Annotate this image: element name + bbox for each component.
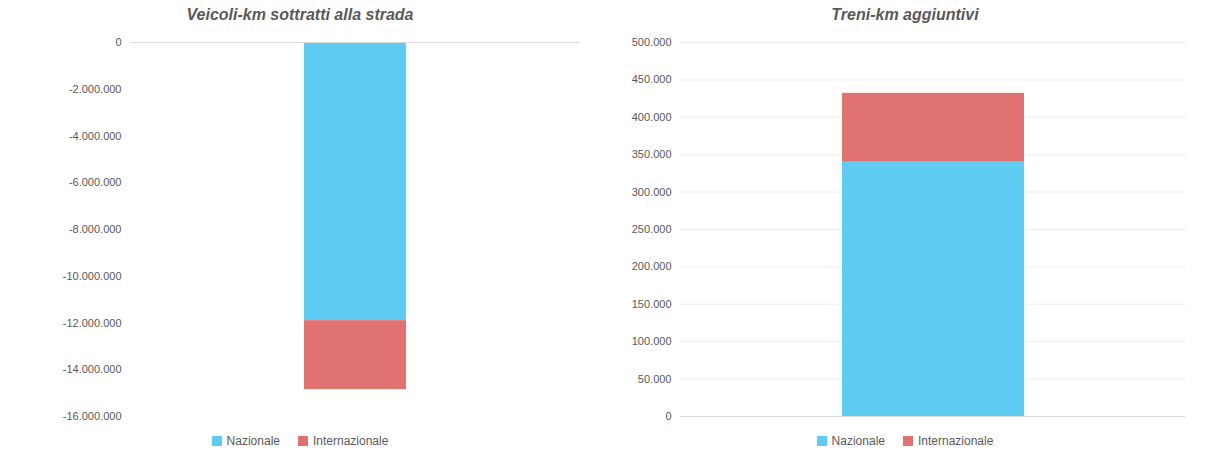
html-text:Nazionale: Nazionale xyxy=(226,434,280,448)
svg-text:0: 0 xyxy=(115,36,121,48)
html-text:Internazionale: Internazionale xyxy=(313,434,389,448)
svg-text:100.000: 100.000 xyxy=(632,335,672,347)
html-text:Nazionale: Nazionale xyxy=(831,434,885,448)
svg-text:-8.000.000: -8.000.000 xyxy=(69,223,122,235)
html-text:Internazionale: Internazionale xyxy=(918,434,994,448)
svg-text:-16.000.000: -16.000.000 xyxy=(63,410,122,422)
html-text:Veicoli-km sottratti alla stra: Veicoli-km sottratti alla strada xyxy=(186,6,414,23)
svg-text:-2.000.000: -2.000.000 xyxy=(69,83,122,95)
svg-text:-10.000.000: -10.000.000 xyxy=(63,270,122,282)
svg-text:450.000: 450.000 xyxy=(632,73,672,85)
svg-text:300.000: 300.000 xyxy=(632,186,672,198)
svg-text:200.000: 200.000 xyxy=(632,260,672,272)
html-text:Treni-km aggiuntivi: Treni-km aggiuntivi xyxy=(831,6,979,23)
svg-text:500.000: 500.000 xyxy=(632,36,672,48)
svg-text:-6.000.000: -6.000.000 xyxy=(69,176,122,188)
svg-text:-12.000.000: -12.000.000 xyxy=(63,317,122,329)
svg-text:150.000: 150.000 xyxy=(632,298,672,310)
svg-text:-14.000.000: -14.000.000 xyxy=(63,363,122,375)
svg-text:50.000: 50.000 xyxy=(638,373,672,385)
svg-text:-4.000.000: -4.000.000 xyxy=(69,130,122,142)
svg-text:400.000: 400.000 xyxy=(632,111,672,123)
svg-text:0: 0 xyxy=(665,410,671,422)
svg-text:350.000: 350.000 xyxy=(632,148,672,160)
svg-text:250.000: 250.000 xyxy=(632,223,672,235)
